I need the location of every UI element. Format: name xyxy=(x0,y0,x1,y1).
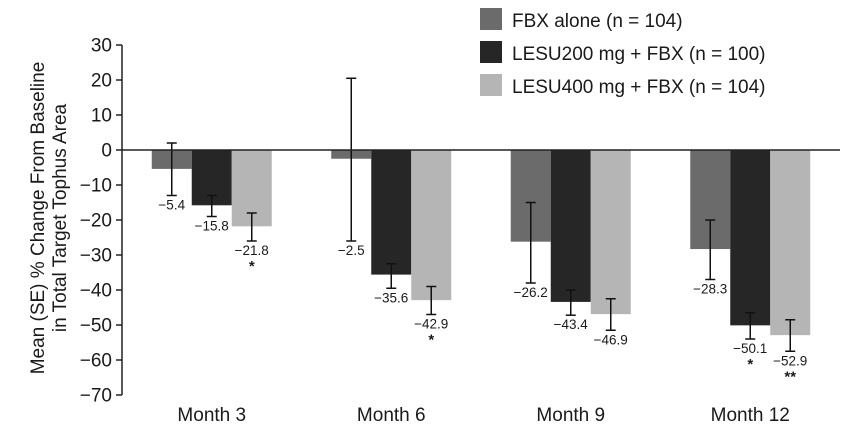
data-label: −26.2 xyxy=(514,285,548,300)
y-tick-label: −20 xyxy=(80,211,112,232)
legend-label: LESU200 mg + FBX (n = 100) xyxy=(512,44,765,65)
x-category-label: Month 3 xyxy=(177,405,246,426)
y-tick-label: 0 xyxy=(101,141,112,162)
legend-swatch xyxy=(480,8,502,30)
legend-label: LESU400 mg + FBX (n = 104) xyxy=(512,77,765,98)
bar-series xyxy=(151,150,811,336)
y-axis-title-line-2: in Total Target Tophus Area xyxy=(50,103,71,332)
legend-swatch xyxy=(480,74,502,96)
data-label: −28.3 xyxy=(693,282,727,297)
legend: FBX alone (n = 104) LESU200 mg + FBX (n =… xyxy=(480,8,765,98)
significance-marker: * xyxy=(249,258,255,275)
legend-swatch xyxy=(480,41,502,63)
data-label: −50.1 xyxy=(733,341,767,356)
x-category-label: Month 6 xyxy=(357,405,426,426)
bar xyxy=(590,150,631,315)
y-axis-title: Mean (SE) % Change From Baseline in Tota… xyxy=(28,62,71,375)
y-tick-label: −40 xyxy=(80,281,112,302)
y-axis-title-line-1: Mean (SE) % Change From Baseline xyxy=(28,62,49,375)
y-tick-label: −60 xyxy=(80,351,112,372)
data-label: −21.8 xyxy=(235,243,269,258)
y-tick-label: −50 xyxy=(80,316,112,337)
y-tick-label: 10 xyxy=(91,106,112,127)
bar xyxy=(411,150,452,301)
y-tick-label: 20 xyxy=(91,71,112,92)
data-label: −35.6 xyxy=(374,290,408,305)
y-axis-ticks: 30 20 10 0 −10 −20 −30 −40 −50 −60 −70 xyxy=(80,36,122,407)
data-label: −2.5 xyxy=(338,243,365,258)
data-label: −52.9 xyxy=(773,353,807,368)
bar xyxy=(730,150,771,326)
bar xyxy=(371,150,412,275)
data-label: −43.4 xyxy=(554,317,589,332)
y-tick-label: −30 xyxy=(80,246,112,267)
bar xyxy=(770,150,811,336)
data-label: −42.9 xyxy=(414,317,448,332)
error-bars xyxy=(166,77,796,352)
data-label: −46.9 xyxy=(594,332,628,347)
significance-marker: * xyxy=(428,332,434,349)
x-category-label: Month 12 xyxy=(711,405,790,426)
significance-marker: * xyxy=(747,356,753,373)
x-axis-categories: Month 3 Month 6 Month 9 Month 12 xyxy=(177,405,789,426)
significance-marker: ** xyxy=(784,368,796,385)
axes xyxy=(121,45,840,395)
legend-label: FBX alone (n = 104) xyxy=(512,11,683,32)
data-label: −5.4 xyxy=(158,198,185,213)
y-tick-label: 30 xyxy=(91,36,112,57)
data-labels: −5.4−15.8−21.8*−2.5−35.6−42.9*−26.2−43.4… xyxy=(158,198,807,386)
data-label: −15.8 xyxy=(195,219,229,234)
x-category-label: Month 9 xyxy=(536,405,605,426)
y-tick-label: −70 xyxy=(80,386,112,407)
bar xyxy=(550,150,591,302)
y-tick-label: −10 xyxy=(80,176,112,197)
